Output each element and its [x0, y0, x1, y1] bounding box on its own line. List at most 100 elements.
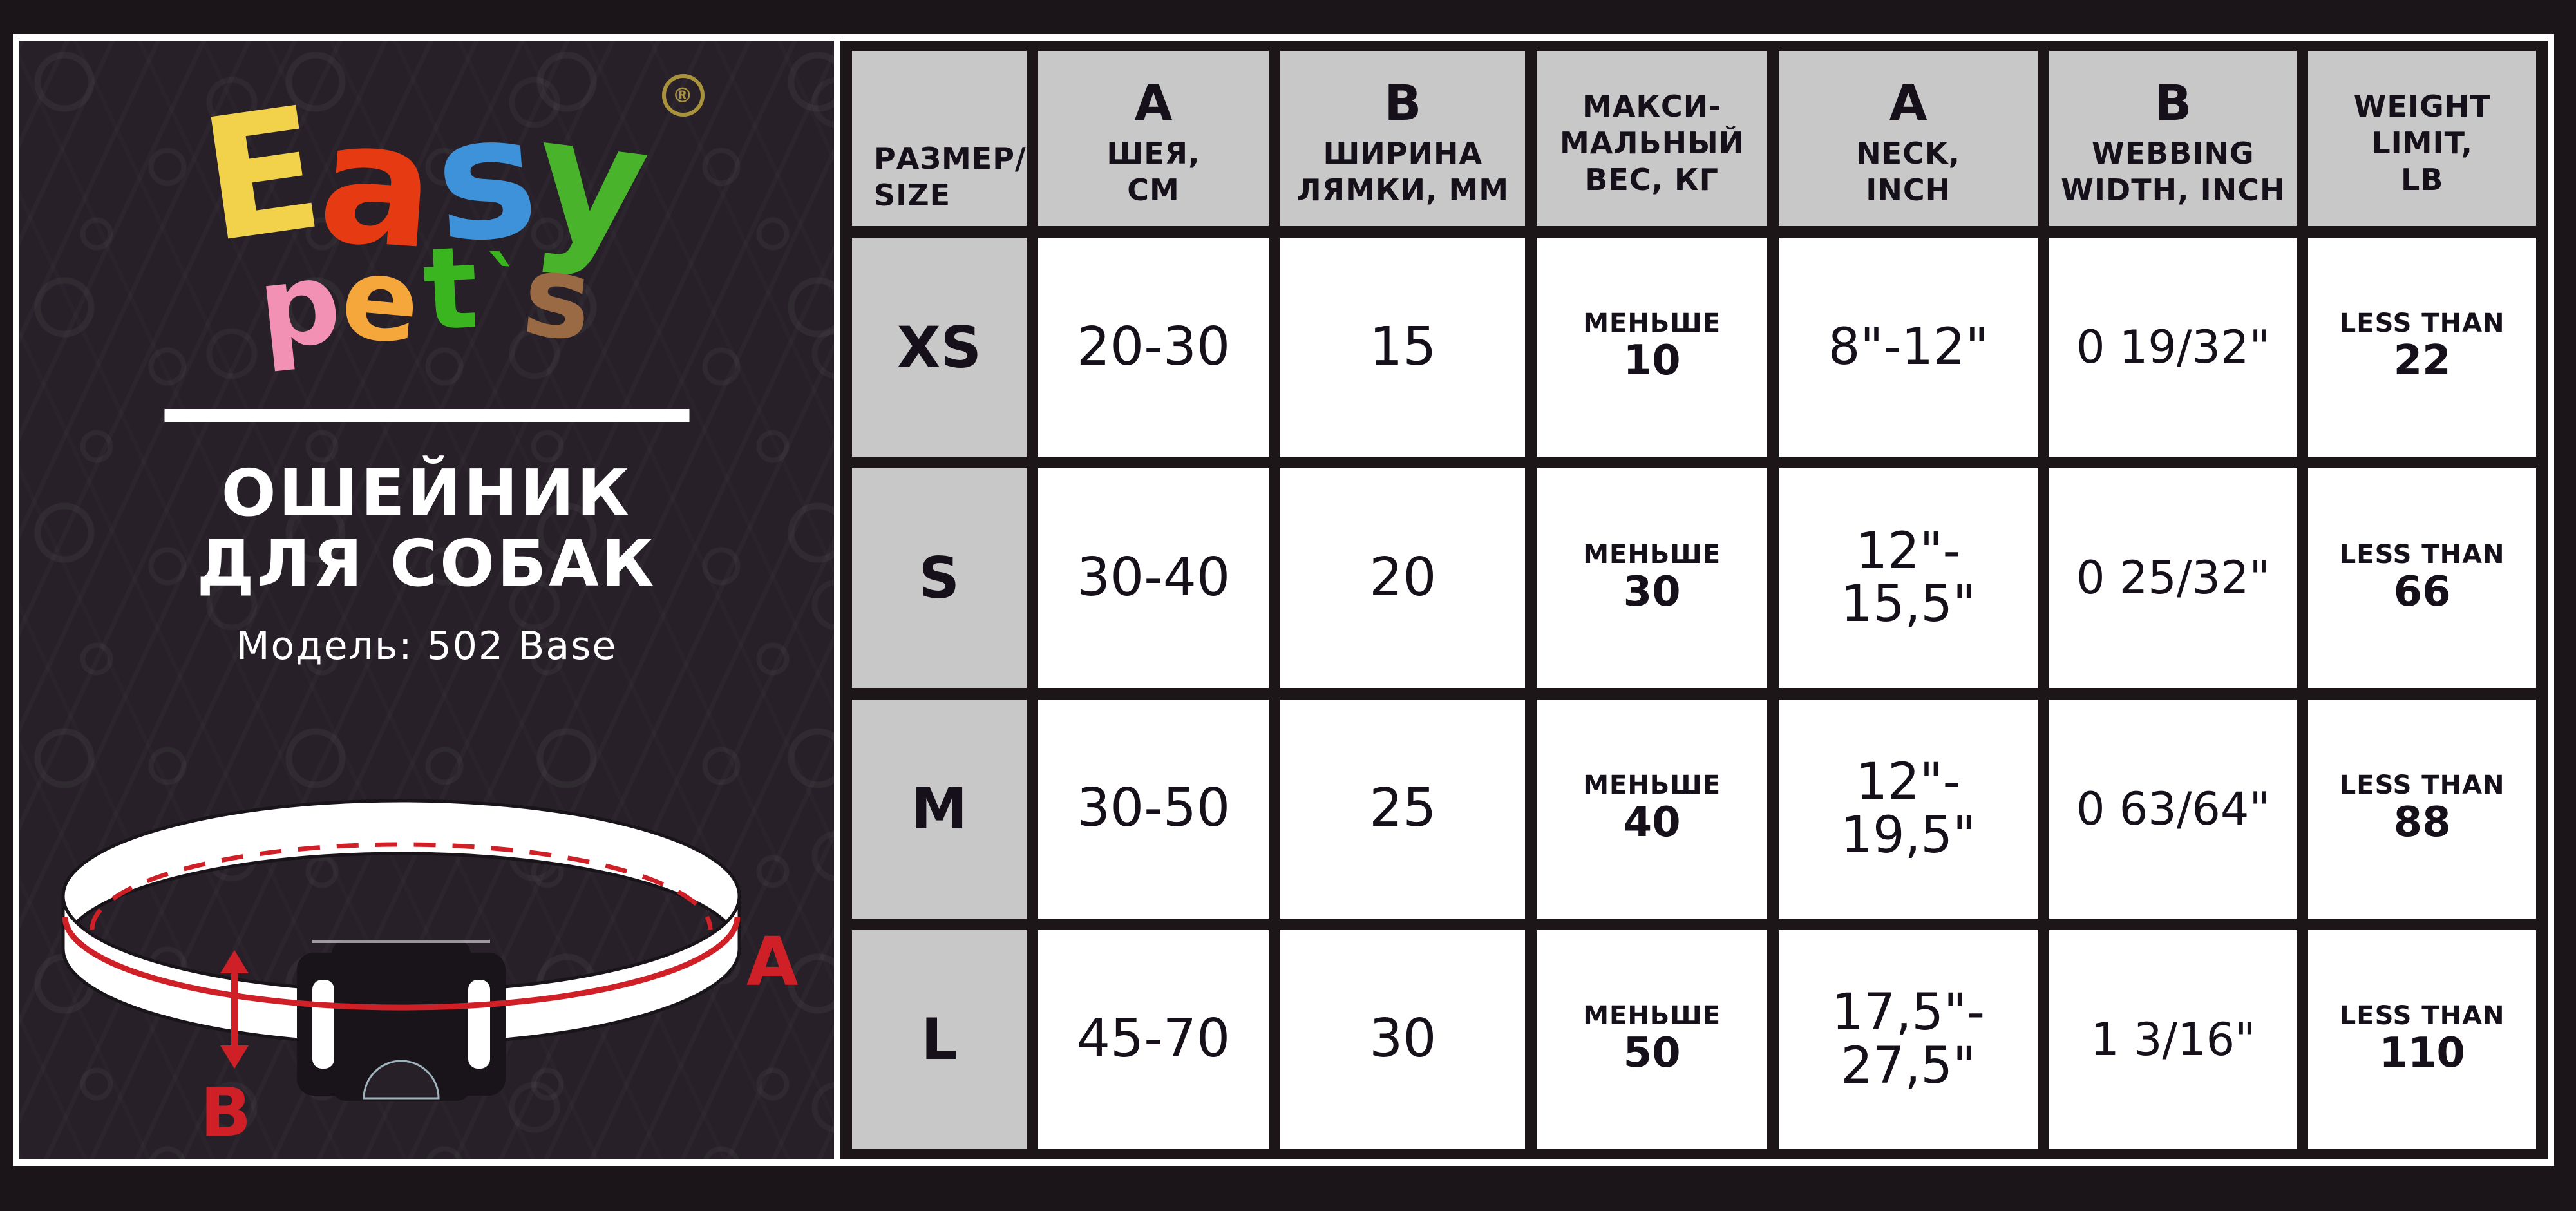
header-letter: A: [1889, 74, 1927, 132]
header-line: LB: [2400, 162, 2444, 197]
header-line: МАКСИ-: [1582, 88, 1722, 124]
cell-max_weight_kg: МЕНЬШЕ 50: [1537, 930, 1767, 1149]
cell-prefix: МЕНЬШЕ: [1583, 1001, 1721, 1031]
cell-strap_width_mm: 25: [1280, 699, 1526, 919]
buckle-prong-window: [362, 1060, 440, 1100]
size-table-panel: РАЗМЕР/SIZE A ШЕЯ, СМ B ШИРИНА ЛЯМКИ, ММ МАКСИ-…: [840, 41, 2548, 1159]
cell-value: 8"-12": [1828, 318, 1989, 376]
cell-value: 20-30: [1076, 316, 1231, 377]
size-cell: L: [852, 930, 1027, 1149]
cell-prefix: LESS THAN: [2339, 1001, 2505, 1031]
header-line: ШИРИНА: [1323, 135, 1483, 171]
cell-neck_cm: 30-50: [1037, 699, 1269, 919]
cell-weight_limit_lb: LESS THAN 88: [2308, 699, 2536, 919]
cell-prefix: LESS THAN: [2339, 770, 2505, 800]
model-label: Модель: 502 Base: [236, 624, 618, 669]
brand-panel: Easy ® pet`s ОШЕЙНИК ДЛЯ СОБАК Модель: 50…: [19, 41, 834, 1159]
cell-max_weight_kg: МЕНЬШЕ 10: [1537, 238, 1767, 457]
content-frame: Easy ® pet`s ОШЕЙНИК ДЛЯ СОБАК Модель: 50…: [13, 34, 2554, 1166]
logo-letter: p: [252, 235, 351, 376]
registered-trademark-icon: ®: [661, 74, 705, 117]
column-header-strap_width_mm: B ШИРИНА ЛЯМКИ, ММ: [1280, 51, 1526, 227]
header-letter: B: [1384, 74, 1422, 132]
cell-value: 110: [2379, 1029, 2465, 1078]
header-line: ЛЯМКИ, ММ: [1296, 172, 1510, 207]
cell-strap_width_mm: 20: [1280, 468, 1526, 688]
cell-value: 19,5": [1841, 806, 1976, 864]
header-line: WEIGHT: [2353, 88, 2491, 124]
buckle-icon: [296, 940, 506, 1101]
cell-value: 0 19/32": [2076, 321, 2270, 374]
cell-value: 27,5": [1841, 1036, 1976, 1095]
column-header-neck_cm: A ШЕЯ, СМ: [1037, 51, 1269, 227]
logo-letter: t: [419, 221, 485, 357]
cell-prefix: МЕНЬШЕ: [1583, 770, 1721, 800]
cell-weight_limit_lb: LESS THAN 66: [2308, 468, 2536, 688]
brand-logo-word-pets: pet`s: [19, 222, 834, 376]
cell-value: 45-70: [1076, 1008, 1231, 1070]
brand-logo-word-easy: Easy ®: [191, 70, 705, 287]
product-title-line2: ДЛЯ СОБАК: [196, 526, 657, 601]
cell-value: 66: [2393, 567, 2451, 616]
cell-value: 25: [1369, 777, 1437, 839]
cell-value: 40: [1623, 798, 1681, 846]
cell-value: 10: [1623, 337, 1681, 385]
column-header-webbing_width_inch: B WEBBING WIDTH, INCH: [2049, 51, 2297, 227]
webbing-width-arrow: [220, 950, 249, 1069]
header-line: РАЗМЕР/: [874, 141, 1027, 176]
cell-prefix: LESS THAN: [2339, 309, 2505, 339]
cell-neck_inch: 12"- 15,5": [1778, 468, 2038, 688]
cell-strap_width_mm: 15: [1280, 238, 1526, 457]
header-line: МАЛЬНЫЙ: [1559, 125, 1745, 160]
cell-neck_cm: 20-30: [1037, 238, 1269, 457]
neck-measure-dashed-line: [90, 842, 712, 930]
column-header-neck_inch: A NECK, INCH: [1778, 51, 2038, 227]
cell-neck_inch: 17,5"- 27,5": [1778, 930, 2038, 1149]
header-letter: A: [1134, 74, 1173, 132]
header-line: INCH: [1866, 172, 1951, 207]
collar-illustration: A B: [61, 799, 799, 1152]
size-cell: S: [852, 468, 1027, 688]
header-line: ВЕС, КГ: [1585, 162, 1719, 197]
cell-value: 15,5": [1841, 575, 1976, 634]
brand-logo: Easy ® pet`s: [19, 70, 834, 376]
cell-neck_inch: 8"-12": [1778, 238, 2038, 457]
cell-webbing_width_inch: 1 3/16": [2049, 930, 2297, 1149]
neck-measure-solid-line: [62, 916, 740, 1011]
cell-value: 12"-: [1855, 753, 1961, 811]
cell-value: 12"-: [1855, 522, 1961, 580]
cell-value: 20: [1369, 547, 1437, 609]
cell-max_weight_kg: МЕНЬШЕ 40: [1537, 699, 1767, 919]
cell-value: 30: [1623, 567, 1681, 616]
cell-max_weight_kg: МЕНЬШЕ 30: [1537, 468, 1767, 688]
cell-value: 30-50: [1076, 777, 1231, 839]
header-line: NECK,: [1856, 135, 1961, 171]
cell-webbing_width_inch: 0 63/64": [2049, 699, 2297, 919]
cell-webbing_width_inch: 0 19/32": [2049, 238, 2297, 457]
cell-prefix: МЕНЬШЕ: [1583, 309, 1721, 339]
label-a: A: [746, 922, 799, 1001]
cell-value: 0 63/64": [2076, 782, 2270, 835]
cell-value: 22: [2393, 337, 2451, 385]
cell-prefix: МЕНЬШЕ: [1583, 539, 1721, 569]
cell-webbing_width_inch: 0 25/32": [2049, 468, 2297, 688]
collar-diagram: A B: [47, 767, 807, 1154]
column-header-size: РАЗМЕР/SIZE: [852, 51, 1027, 227]
cell-prefix: LESS THAN: [2339, 539, 2505, 569]
cell-neck_inch: 12"- 19,5": [1778, 699, 2038, 919]
product-title: ОШЕЙНИК ДЛЯ СОБАК: [19, 458, 834, 598]
cell-value: 17,5"-: [1832, 984, 1985, 1042]
label-b: B: [200, 1073, 251, 1152]
cell-value: 50: [1623, 1029, 1681, 1078]
cell-value: 88: [2393, 798, 2451, 846]
header-line: WIDTH, INCH: [2061, 172, 2286, 207]
header-letter: B: [2154, 74, 2192, 132]
column-header-weight_limit_lb: WEIGHT LIMIT, LB: [2308, 51, 2536, 227]
logo-letter: e: [336, 231, 429, 370]
cell-neck_cm: 30-40: [1037, 468, 1269, 688]
column-header-max_weight_kg: МАКСИ- МАЛЬНЫЙ ВЕС, КГ: [1537, 51, 1767, 227]
cell-weight_limit_lb: LESS THAN 110: [2308, 930, 2536, 1149]
cell-value: 30-40: [1076, 547, 1231, 609]
cell-value: 30: [1369, 1008, 1437, 1070]
header-line: СМ: [1127, 172, 1180, 207]
